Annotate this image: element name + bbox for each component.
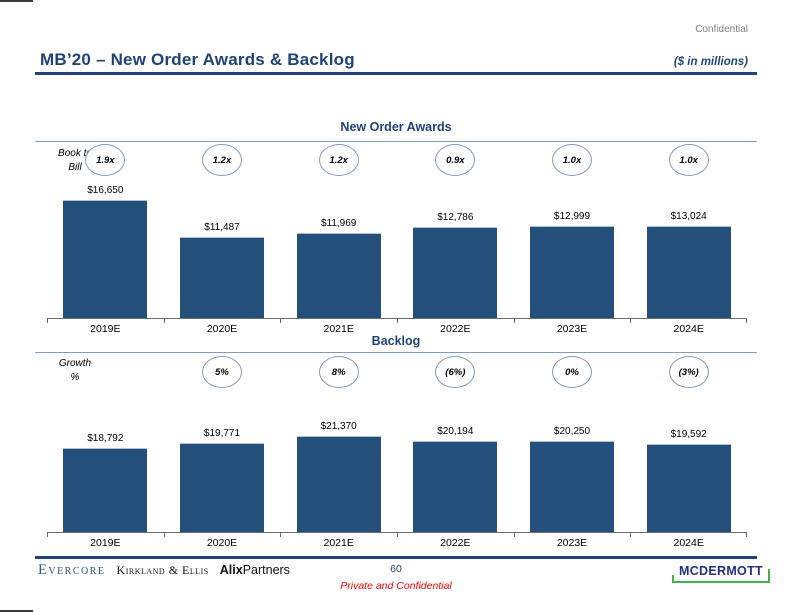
axis-tick <box>397 533 398 537</box>
x-axis-label: 2021E <box>323 537 354 549</box>
x-axis-label: 2022E <box>440 323 471 335</box>
bar-value-label: $20,194 <box>437 426 474 437</box>
metric-circle: 5% <box>202 356 242 388</box>
bottom-left-edge-mark <box>0 610 33 612</box>
bar-value-label: $12,999 <box>553 211 591 222</box>
axis-tick <box>630 533 632 537</box>
metric-circle: 1.2x <box>318 144 359 176</box>
top-left-edge-mark <box>0 0 33 2</box>
x-axis-labels: 2019E 2020E 2021E 2022E 2023E 2024E <box>47 323 747 335</box>
axis-tick <box>280 533 282 537</box>
x-axis-label: 2023E <box>556 323 588 335</box>
units-note: ($ in millions) <box>673 56 748 68</box>
bar <box>530 441 614 532</box>
title-underline <box>35 72 757 75</box>
axis-tick <box>630 319 632 323</box>
axis-tick <box>47 533 48 537</box>
x-axis-label: 2019E <box>90 537 121 549</box>
bar-value-label: $18,792 <box>87 433 124 444</box>
axis-tick <box>163 533 165 537</box>
bar-value-label: $19,771 <box>203 428 241 439</box>
metric-circle: 0% <box>552 356 592 388</box>
alix-bold: Alix <box>219 563 243 577</box>
axis-tick <box>397 319 398 323</box>
private-confidential-note: Private and Confidential <box>340 580 452 592</box>
axis-tick <box>513 319 515 323</box>
x-axis-label: 2021E <box>323 323 354 335</box>
axis-tick <box>746 319 747 323</box>
advisor-logos: Evercore Kirkland & Ellis AlixPartners <box>38 562 290 579</box>
mcdermott-logo: MCDERMOTT <box>672 562 770 583</box>
alixpartners-logo: AlixPartners <box>220 563 290 577</box>
chart-title: New Order Awards <box>340 120 452 134</box>
x-axis-label: 2020E <box>206 323 238 335</box>
metric-label-line1: Book to <box>58 148 92 159</box>
bar <box>296 436 381 532</box>
metric-circle: 0.9x <box>435 144 476 176</box>
ratio-circles-row: 1.9x 1.2x 1.2x 0.9x 1.0x 1.0x <box>0 144 792 178</box>
metric-circle: 1.0x <box>668 144 709 176</box>
bar-value-label: $12,786 <box>437 212 474 223</box>
bar <box>63 200 148 318</box>
bar <box>413 227 498 318</box>
bar-value-label: $16,650 <box>87 185 124 196</box>
metric-label-line2: Bill <box>68 161 82 173</box>
x-axis <box>47 318 747 323</box>
axis-tick <box>47 319 48 323</box>
metric-circle: 8% <box>318 356 359 388</box>
x-axis-label: 2020E <box>206 537 238 549</box>
page-number: 60 <box>390 563 402 575</box>
bar-value-label: $19,592 <box>670 429 707 440</box>
chart-divider <box>35 141 757 142</box>
evercore-logo: Evercore <box>38 562 106 578</box>
bar-value-label: $13,024 <box>670 211 707 222</box>
axis-tick <box>513 533 515 537</box>
bar <box>530 226 614 318</box>
bar-value-label: $20,250 <box>553 426 591 437</box>
bar-value-label: $11,969 <box>320 218 357 229</box>
x-axis-label: 2019E <box>90 323 121 335</box>
alix-light: Partners <box>242 563 290 577</box>
confidential-label: Confidential <box>695 24 748 35</box>
metric-circle: 1.0x <box>552 144 592 176</box>
bar <box>646 444 731 532</box>
x-axis-labels: 2019E 2020E 2021E 2022E 2023E 2024E <box>47 537 747 549</box>
axis-tick <box>746 533 747 537</box>
bar-plot: $18,792 $19,771 $21,370 $20,194 $20,250 $19,5… <box>0 330 792 532</box>
x-axis-label: 2024E <box>673 323 704 335</box>
kirkland-ellis-logo: Kirkland & Ellis <box>116 563 209 577</box>
bar <box>296 233 381 318</box>
bar <box>180 443 264 532</box>
chart-backlog: Backlog Growth % 5% 8% (6%) 0% (3%) $18,792 $… <box>0 330 792 556</box>
x-axis <box>47 532 747 537</box>
bar <box>646 226 731 318</box>
chart-new-order-awards: New Order Awards Book to Bill 1.9x 1.2x 1.… <box>0 116 792 342</box>
x-axis-label: 2022E <box>440 537 471 549</box>
x-axis-label: 2023E <box>556 537 588 549</box>
metric-circle: 1.9x <box>85 144 126 176</box>
page-title: MB’20 – New Order Awards & Backlog <box>40 50 355 69</box>
bar-plot: $16,650 $11,487 $11,969 $12,786 $12,999 $13,0… <box>0 116 792 318</box>
bar <box>63 448 148 532</box>
metric-label-growth: Growth % <box>35 357 115 384</box>
axis-tick <box>280 319 282 323</box>
bar <box>413 441 498 532</box>
footer-divider <box>35 556 757 559</box>
metric-circle: 1.2x <box>202 144 242 176</box>
metric-label-line2: % <box>70 371 80 383</box>
chart-divider <box>35 352 757 353</box>
metric-label-book-to-bill: Book to Bill <box>35 147 115 174</box>
bar <box>180 237 264 318</box>
bar-value-label: $11,487 <box>204 222 240 233</box>
x-axis-label: 2024E <box>673 537 704 549</box>
metric-label-line1: Growth <box>58 358 92 369</box>
metric-circle: (6%) <box>435 356 476 388</box>
bar-value-label: $21,370 <box>320 421 357 432</box>
chart-title: Backlog <box>371 334 421 348</box>
metric-circle: (3%) <box>668 356 709 388</box>
axis-tick <box>163 319 165 323</box>
growth-circles-row: 5% 8% (6%) 0% (3%) <box>0 356 792 390</box>
